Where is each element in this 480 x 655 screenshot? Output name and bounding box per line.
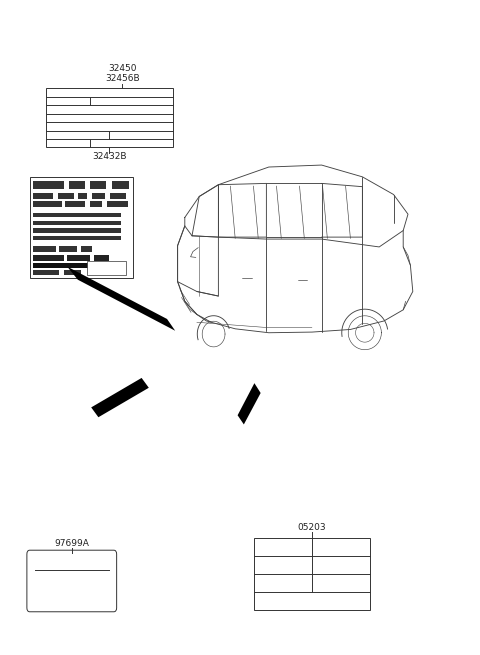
Bar [94,255,109,261]
Bar [92,193,105,199]
Bar [107,201,128,207]
Bar [59,246,77,252]
Polygon shape [91,378,149,417]
Bar [110,193,126,199]
Bar [33,263,115,269]
Bar [33,228,120,233]
Bar [33,236,120,240]
Bar [69,181,85,189]
Bar [90,181,106,189]
Text: 32432B: 32432B [92,152,127,161]
Bar [58,193,74,199]
FancyBboxPatch shape [27,550,117,612]
Polygon shape [67,267,175,331]
Bar [33,213,120,217]
Bar [112,181,129,189]
Bar [33,246,56,252]
Text: 32456B: 32456B [105,74,140,83]
Bar [33,201,62,207]
Polygon shape [238,383,261,424]
Bar [86,261,126,275]
Bar [33,193,53,199]
Bar [30,177,133,278]
Bar [33,271,59,275]
Bar [65,201,85,207]
Bar [81,246,92,252]
Bar [254,538,370,610]
Bar [67,255,90,261]
Bar [33,181,64,189]
Bar [64,271,81,275]
Bar [33,255,64,261]
Text: 97699A: 97699A [54,538,89,548]
Text: 05203: 05203 [298,523,326,532]
Bar [33,221,120,225]
Bar [90,201,102,207]
Text: 32450: 32450 [108,64,137,73]
Bar [78,193,86,199]
Bar [46,88,173,147]
